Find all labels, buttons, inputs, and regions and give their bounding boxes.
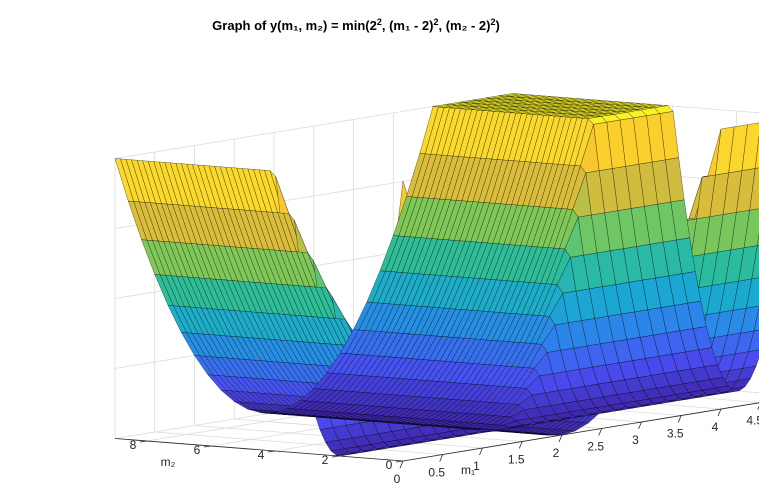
title-sup-1: 2 bbox=[377, 17, 382, 27]
y-tick bbox=[203, 445, 212, 448]
surface-patch bbox=[751, 245, 759, 280]
y-tick-label: 4 bbox=[258, 448, 265, 462]
x-tick-label: 1.5 bbox=[508, 453, 525, 467]
surface-patch bbox=[754, 135, 759, 169]
x-tick-label: 4.5 bbox=[746, 414, 759, 428]
y-tick bbox=[395, 460, 404, 463]
title-sup-3: 2 bbox=[490, 17, 495, 27]
x-tick bbox=[638, 421, 642, 430]
title-mid-2: , (m₂ - 2) bbox=[438, 18, 490, 33]
title-sup-2: 2 bbox=[433, 17, 438, 27]
y-tick-label: 6 bbox=[194, 443, 201, 457]
x-tick-label: 0 bbox=[394, 472, 401, 486]
title-mid-1: , (m₁ - 2) bbox=[382, 18, 434, 33]
x-tick-label: 3.5 bbox=[667, 427, 684, 441]
axes: 0 0.5 1 1.5 2 2.5 3 3.5 4 4.5 0 2 4 6 8 bbox=[114, 402, 759, 486]
x-tick bbox=[757, 405, 759, 410]
y-axis-label: m₂ bbox=[161, 455, 176, 469]
x-tick bbox=[598, 428, 603, 436]
x-tick bbox=[439, 454, 444, 462]
chart-title: Graph of y(m₁, m₂) = min(22, (m₁ - 2)2, … bbox=[212, 17, 500, 33]
y-tick bbox=[139, 440, 148, 443]
x-tick-label: 2 bbox=[553, 446, 560, 460]
title-prefix: Graph of y(m₁, m₂) = min(2 bbox=[212, 18, 377, 33]
surface-patch bbox=[749, 167, 759, 211]
y-tick-label: 0 bbox=[386, 458, 393, 472]
x-tick bbox=[717, 408, 722, 417]
y-tick bbox=[331, 455, 340, 458]
x-tick-label: 1 bbox=[473, 459, 480, 473]
x-tick-label: 3 bbox=[632, 433, 639, 447]
title-suffix: ) bbox=[495, 18, 499, 33]
y-tick-label: 2 bbox=[322, 453, 329, 467]
x-tick-label: 4 bbox=[712, 420, 719, 434]
surface-patch bbox=[746, 277, 759, 309]
x-tick bbox=[399, 460, 404, 469]
y-tick-label: 8 bbox=[130, 438, 137, 452]
surface-plot bbox=[114, 93, 759, 456]
y-tick bbox=[267, 450, 276, 453]
grid-line-x bbox=[154, 431, 443, 455]
x-tick bbox=[518, 441, 523, 449]
x-tick bbox=[479, 447, 483, 456]
x-tick bbox=[677, 415, 682, 423]
x-tick-label: 0.5 bbox=[428, 466, 445, 480]
x-axis-label: m₁ bbox=[461, 463, 475, 477]
surface-patch bbox=[748, 329, 759, 352]
surface-patch bbox=[753, 307, 759, 332]
y-axis-line bbox=[114, 438, 404, 462]
x-tick-label: 2.5 bbox=[587, 440, 604, 454]
x-tick bbox=[558, 434, 563, 443]
